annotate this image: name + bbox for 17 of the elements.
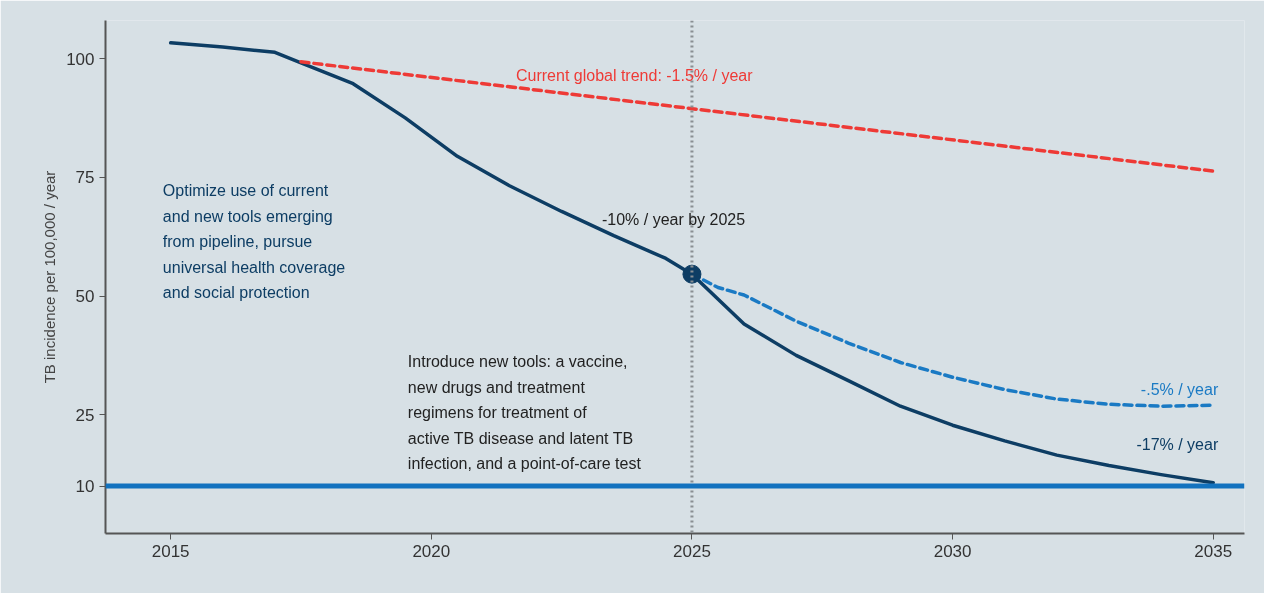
x-tick-label: 2025 — [673, 541, 711, 561]
annotation: Introduce new tools: a vaccine, new drugs and treatment regimens for treatment of active TB disease and latent TB infection, and a point-of-care test — [407, 353, 642, 472]
annotation: -10% / year by 2025 — [601, 211, 746, 229]
y-tick-label: 10 — [75, 477, 95, 496]
y-tick-label: 25 — [75, 405, 95, 425]
series-label: Current global trend: -1.5% / year — [515, 67, 754, 85]
series-label: -17% / year — [1136, 436, 1219, 454]
y-tick-label: 100 — [66, 49, 95, 69]
x-tick-label: 2015 — [151, 541, 190, 561]
annotation: Optimize use of current and new tools emerging from pipeline, pursue universal health coverage and social protection — [162, 182, 346, 301]
y-tick-label: 50 — [75, 287, 95, 306]
y-tick-label: 75 — [75, 168, 95, 188]
x-tick-label: 2020 — [412, 541, 451, 561]
x-tick-label: 2035 — [1194, 541, 1233, 561]
series-label: -.5% / year — [1140, 380, 1219, 398]
y-axis-title: TB incidence per 100,000 / year — [41, 170, 59, 384]
x-tick-label: 2030 — [933, 541, 972, 561]
